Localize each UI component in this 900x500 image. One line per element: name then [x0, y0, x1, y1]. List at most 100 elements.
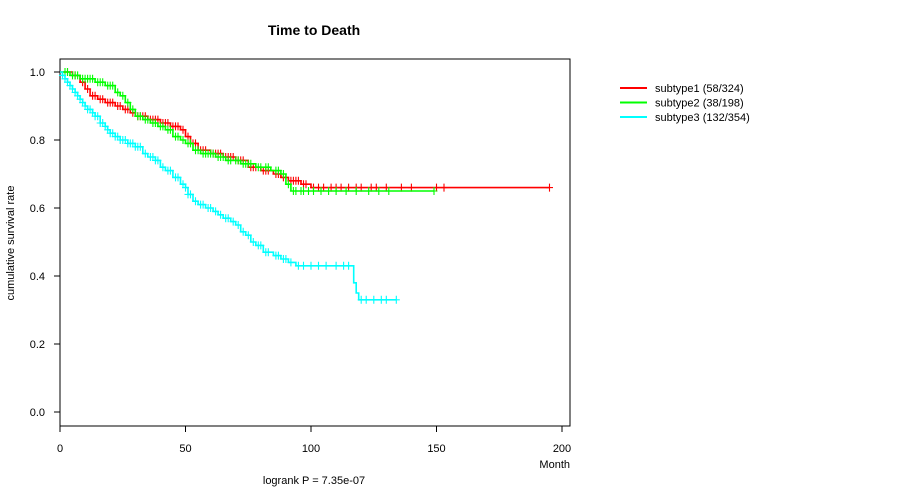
censor-mark	[84, 85, 92, 93]
censor-mark	[325, 187, 333, 195]
censor-mark	[141, 149, 149, 158]
censor-mark	[257, 241, 265, 250]
survival-curve-2	[60, 71, 434, 192]
censor-mark	[187, 139, 194, 148]
censor-mark	[392, 295, 400, 304]
censor-mark	[199, 200, 207, 209]
censor-mark	[332, 187, 340, 195]
censor-mark	[151, 119, 159, 127]
censor-mark	[375, 187, 383, 195]
censor-mark	[154, 156, 162, 165]
censor-mark	[382, 295, 390, 304]
censor-mark	[234, 156, 242, 165]
censor-mark	[94, 112, 102, 121]
x-axis: 0 50 100 150 200	[57, 426, 571, 455]
censor-mark	[310, 187, 317, 195]
censor-mark	[99, 95, 107, 104]
censor-mark	[89, 74, 97, 83]
series-2	[60, 68, 438, 195]
x-tick-label: 200	[553, 443, 571, 455]
censor-mark	[174, 122, 182, 131]
censor-mark	[234, 221, 242, 229]
censor-mark	[174, 173, 182, 182]
legend: subtype1 (58/324) subtype2 (38/198) subtyp…	[620, 83, 750, 124]
x-tick-label: 100	[302, 443, 320, 455]
censor-mark	[279, 170, 287, 178]
censor-mark	[114, 88, 122, 97]
legend-label-3: subtype3 (132/354)	[655, 112, 750, 124]
series-layer	[59, 68, 553, 304]
series-1	[60, 68, 553, 192]
censor-mark	[294, 176, 302, 185]
censor-mark	[207, 204, 215, 212]
censor-mark	[166, 166, 174, 175]
censor-mark	[247, 159, 255, 168]
censor-mark	[362, 295, 370, 304]
y-tick-label: 0.4	[30, 271, 45, 283]
y-axis: 0.0 0.2 0.4 0.6 0.8 1.0	[30, 67, 60, 419]
censor-mark	[74, 71, 82, 80]
censor-mark	[184, 132, 192, 141]
censor-mark	[136, 142, 144, 151]
censor-mark	[332, 261, 340, 270]
censor-mark	[239, 227, 247, 236]
censor-mark	[91, 91, 99, 100]
censor-mark	[136, 112, 144, 121]
censor-mark	[546, 183, 553, 192]
plot-frame	[59, 58, 571, 427]
y-tick-label: 0.2	[30, 339, 45, 351]
x-tick-label: 50	[179, 443, 191, 455]
censor-mark	[307, 261, 315, 270]
legend-label-2: subtype2 (38/198)	[655, 98, 744, 110]
censor-mark	[144, 115, 152, 124]
censor-mark	[282, 255, 290, 263]
censor-mark	[284, 180, 292, 189]
x-tick-label: 0	[57, 443, 63, 455]
censor-mark	[129, 105, 137, 114]
censor-mark	[345, 261, 353, 270]
censor-mark	[342, 187, 350, 195]
series-3	[59, 71, 400, 304]
legend-label-1: subtype1 (58/324)	[655, 83, 744, 95]
censor-mark	[287, 258, 295, 267]
censor-mark	[192, 197, 199, 206]
censor-mark	[440, 183, 448, 192]
censor-mark	[109, 98, 117, 107]
y-tick-label: 0.8	[30, 135, 45, 147]
logrank-pvalue: logrank P = 7.35e-07	[263, 475, 365, 487]
y-tick-label: 0.0	[30, 407, 45, 419]
censor-mark	[209, 149, 217, 158]
x-axis-label: Month	[539, 459, 570, 471]
censor-mark	[229, 217, 237, 226]
censor-mark	[159, 163, 167, 172]
censor-mark	[385, 187, 393, 195]
censor-mark	[219, 153, 227, 161]
censor-mark	[174, 132, 182, 141]
y-axis-label: cumulative survival rate	[5, 186, 17, 301]
censor-mark	[212, 207, 220, 216]
chart-title: Time to Death	[268, 22, 360, 38]
censor-mark	[182, 183, 189, 192]
censor-mark	[249, 238, 257, 246]
censor-mark	[194, 146, 202, 155]
censor-mark	[179, 125, 187, 134]
survival-curve-1	[60, 71, 550, 189]
censor-mark	[109, 81, 117, 90]
y-tick-label: 0.6	[30, 203, 45, 215]
censor-mark	[302, 180, 310, 189]
censor-mark	[179, 136, 187, 144]
censor-mark	[166, 125, 174, 134]
censor-mark	[264, 248, 272, 257]
censor-mark	[187, 190, 194, 199]
censor-mark	[116, 102, 124, 110]
censor-mark	[119, 91, 127, 100]
censor-mark	[315, 261, 322, 270]
censor-mark	[317, 187, 325, 195]
censor-mark	[352, 187, 360, 195]
censor-mark	[224, 214, 232, 223]
censor-mark	[264, 163, 272, 172]
censor-mark	[300, 261, 307, 270]
censor-mark	[124, 98, 132, 107]
censor-mark	[322, 261, 330, 270]
